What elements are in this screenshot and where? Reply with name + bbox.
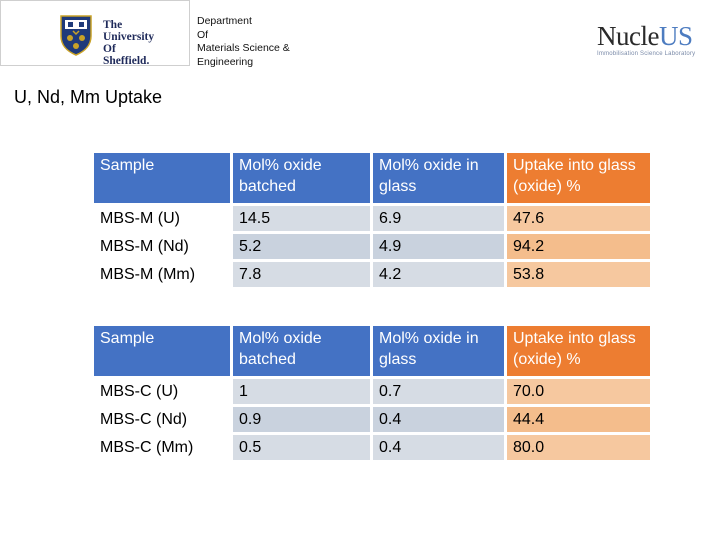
nucleus-brand-accent: US [658,21,693,51]
uptake-table-mbs-m: Sample Mol% oxide batched Mol% oxide in … [91,150,653,290]
cell-sample: MBS-M (Mm) [94,262,230,287]
table-row: MBS-C (U) 1 0.7 70.0 [94,379,650,404]
cell-mol-glass: 0.4 [373,407,504,432]
cell-uptake: 44.4 [507,407,650,432]
cell-mol-glass: 4.2 [373,262,504,287]
cell-mol-batched: 14.5 [233,206,370,231]
cell-mol-batched: 0.5 [233,435,370,460]
university-crest-icon [60,15,92,56]
table-header-row: Sample Mol% oxide batched Mol% oxide in … [94,326,650,376]
header-mol-batched: Mol% oxide batched [233,326,370,376]
university-logo: The University Of Sheffield. [0,0,190,67]
header-uptake: Uptake into glass (oxide) % [507,326,650,376]
header-uptake: Uptake into glass (oxide) % [507,153,650,203]
cell-uptake: 80.0 [507,435,650,460]
university-name: The University Of Sheffield. [103,19,154,67]
cell-mol-glass: 0.7 [373,379,504,404]
table-row: MBS-M (Mm) 7.8 4.2 53.8 [94,262,650,287]
header-sample: Sample [94,153,230,203]
cell-sample: MBS-C (Mm) [94,435,230,460]
cell-sample: MBS-M (U) [94,206,230,231]
cell-mol-batched: 1 [233,379,370,404]
cell-mol-glass: 6.9 [373,206,504,231]
page-title: U, Nd, Mm Uptake [14,87,163,107]
table-row: MBS-C (Nd) 0.9 0.4 44.4 [94,407,650,432]
department-line: Materials Science & [197,42,290,54]
cell-mol-batched: 0.9 [233,407,370,432]
nucleus-brand-main: Nucle [597,21,659,51]
cell-mol-batched: 5.2 [233,234,370,259]
university-name-line: The [103,19,123,31]
table-row: MBS-C (Mm) 0.5 0.4 80.0 [94,435,650,460]
nucleus-logo: NucleUS Immobilisation Science Laborator… [597,22,695,57]
cell-uptake: 70.0 [507,379,650,404]
cell-sample: MBS-M (Nd) [94,234,230,259]
header-mol-glass: Mol% oxide in glass [373,153,504,203]
university-name-line: Of [103,43,116,55]
table-row: MBS-M (U) 14.5 6.9 47.6 [94,206,650,231]
nucleus-tagline: Immobilisation Science Laboratory [597,51,696,57]
cell-mol-glass: 4.9 [373,234,504,259]
cell-sample: MBS-C (Nd) [94,407,230,432]
cell-uptake: 47.6 [507,206,650,231]
uptake-table-mbs-c: Sample Mol% oxide batched Mol% oxide in … [91,323,653,463]
university-name-line: Sheffield. [103,55,150,67]
cell-uptake: 53.8 [507,262,650,287]
table-header-row: Sample Mol% oxide batched Mol% oxide in … [94,153,650,203]
department-name: Department Of Materials Science & Engine… [197,15,290,69]
cell-sample: MBS-C (U) [94,379,230,404]
nucleus-brand: NucleUS [597,22,695,50]
header-mol-batched: Mol% oxide batched [233,153,370,203]
cell-mol-batched: 7.8 [233,262,370,287]
department-line: Department [197,15,252,27]
header-sample: Sample [94,326,230,376]
header-mol-glass: Mol% oxide in glass [373,326,504,376]
department-line: Of [197,28,209,41]
table-row: MBS-M (Nd) 5.2 4.9 94.2 [94,234,650,259]
cell-uptake: 94.2 [507,234,650,259]
department-line: Engineering [197,55,254,68]
university-name-line: University [103,31,155,43]
cell-mol-glass: 0.4 [373,435,504,460]
